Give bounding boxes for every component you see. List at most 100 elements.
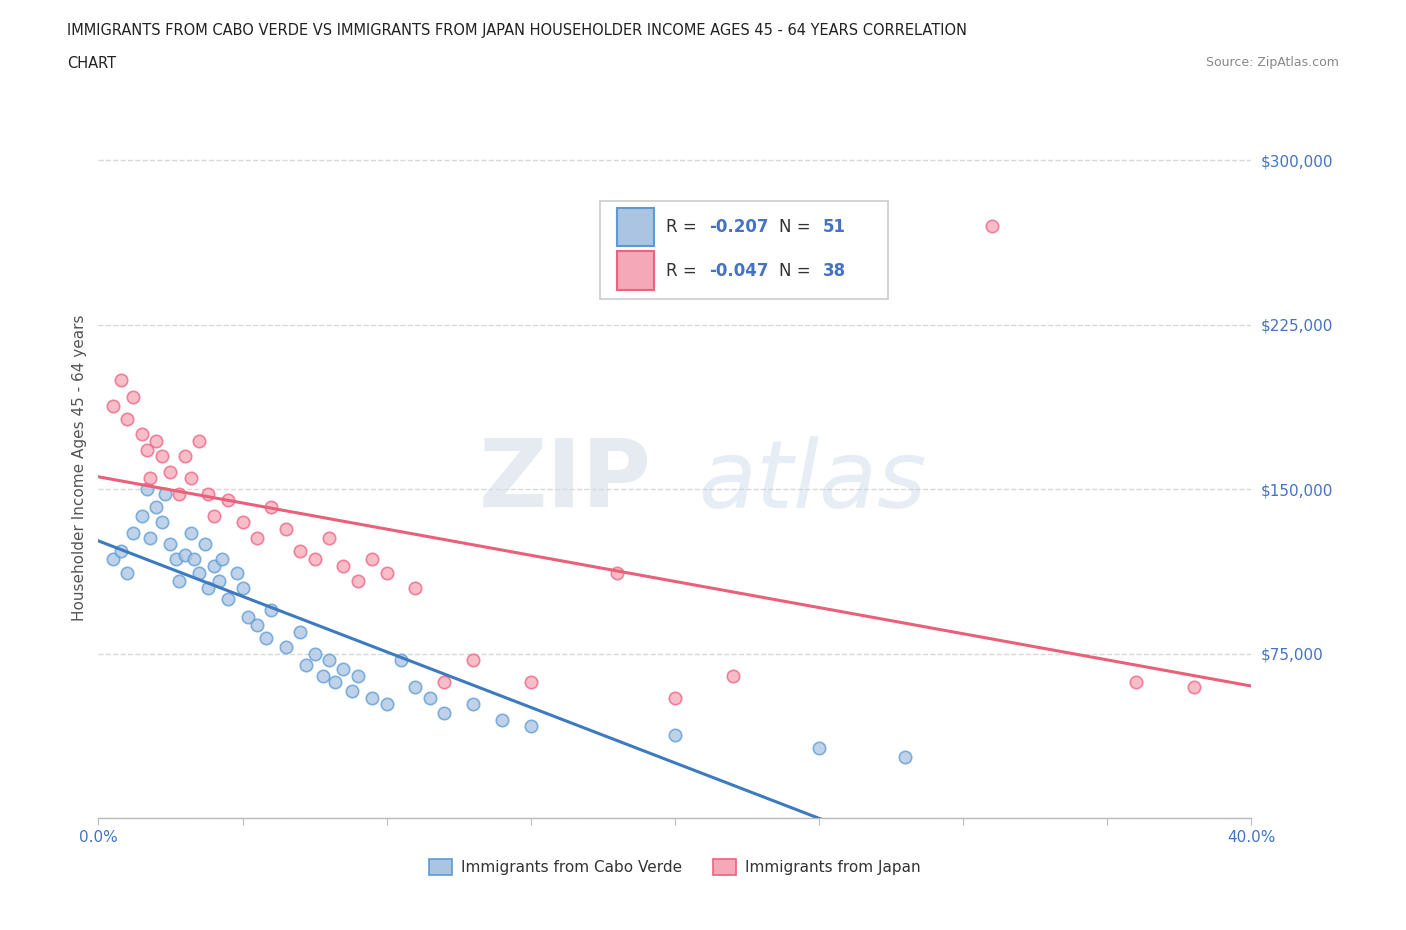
Text: R =: R =	[665, 219, 702, 236]
Point	[981, 219, 1004, 233]
Point	[260, 603, 283, 618]
Point	[117, 412, 139, 427]
Point	[131, 427, 153, 442]
Point	[491, 712, 513, 727]
Point	[180, 471, 202, 485]
Text: ZIP: ZIP	[479, 435, 652, 527]
Text: N =: N =	[779, 261, 815, 280]
Point	[159, 464, 181, 479]
Point	[110, 372, 132, 387]
Point	[389, 653, 412, 668]
Point	[461, 697, 484, 711]
Point	[419, 690, 441, 705]
Point	[150, 514, 173, 529]
Text: Source: ZipAtlas.com: Source: ZipAtlas.com	[1205, 56, 1339, 69]
Point	[174, 548, 197, 563]
Point	[167, 574, 190, 589]
Point	[1182, 679, 1205, 694]
Point	[295, 658, 318, 672]
Point	[231, 514, 254, 529]
Point	[174, 449, 197, 464]
Point	[194, 537, 217, 551]
Point	[1125, 675, 1147, 690]
Text: 51: 51	[823, 219, 845, 236]
Point	[246, 530, 269, 545]
Text: CHART: CHART	[67, 56, 117, 71]
Point	[180, 525, 202, 540]
Point	[433, 706, 456, 721]
Point	[312, 669, 335, 684]
Text: atlas: atlas	[697, 436, 927, 527]
Point	[145, 499, 167, 514]
Point	[304, 646, 326, 661]
Point	[664, 690, 686, 705]
Point	[136, 482, 159, 497]
Point	[217, 591, 239, 606]
Point	[332, 662, 354, 677]
Point	[405, 580, 427, 595]
Point	[332, 559, 354, 574]
Text: N =: N =	[779, 219, 815, 236]
Point	[208, 574, 231, 589]
FancyBboxPatch shape	[617, 208, 654, 246]
Point	[238, 609, 260, 624]
Point	[188, 565, 211, 580]
Point	[139, 471, 162, 485]
Point	[721, 669, 744, 684]
Point	[318, 530, 340, 545]
Point	[225, 565, 247, 580]
Point	[405, 679, 427, 694]
Point	[159, 537, 181, 551]
Point	[150, 449, 173, 464]
Point	[246, 618, 269, 632]
Point	[290, 624, 312, 639]
Point	[136, 443, 159, 458]
Point	[274, 522, 297, 537]
Point	[606, 565, 628, 580]
Point	[217, 493, 239, 508]
Point	[122, 390, 145, 405]
Point	[361, 552, 384, 567]
Text: R =: R =	[665, 261, 702, 280]
Point	[346, 574, 368, 589]
Point	[131, 508, 153, 523]
Legend: Immigrants from Cabo Verde, Immigrants from Japan: Immigrants from Cabo Verde, Immigrants f…	[423, 853, 927, 881]
Point	[290, 543, 312, 558]
Text: -0.047: -0.047	[710, 261, 769, 280]
Text: 38: 38	[823, 261, 845, 280]
Point	[808, 740, 831, 755]
Point	[520, 719, 543, 734]
Point	[461, 653, 484, 668]
Point	[304, 552, 326, 567]
Point	[101, 552, 124, 567]
Point	[183, 552, 205, 567]
Point	[101, 398, 124, 413]
Point	[274, 640, 297, 655]
Point	[110, 543, 132, 558]
Point	[165, 552, 187, 567]
Point	[260, 499, 283, 514]
Point	[231, 580, 254, 595]
Point	[145, 433, 167, 448]
Point	[361, 690, 384, 705]
Text: -0.207: -0.207	[710, 219, 769, 236]
Point	[117, 565, 139, 580]
Y-axis label: Householder Income Ages 45 - 64 years: Householder Income Ages 45 - 64 years	[72, 314, 87, 620]
FancyBboxPatch shape	[600, 201, 889, 299]
Point	[340, 684, 363, 698]
Point	[664, 727, 686, 742]
Point	[139, 530, 162, 545]
Point	[323, 675, 346, 690]
Point	[197, 486, 219, 501]
Point	[153, 486, 176, 501]
Point	[197, 580, 219, 595]
Text: IMMIGRANTS FROM CABO VERDE VS IMMIGRANTS FROM JAPAN HOUSEHOLDER INCOME AGES 45 -: IMMIGRANTS FROM CABO VERDE VS IMMIGRANTS…	[67, 23, 967, 38]
Point	[202, 508, 225, 523]
Point	[122, 525, 145, 540]
Point	[375, 565, 398, 580]
Point	[211, 552, 233, 567]
Point	[520, 675, 543, 690]
Point	[375, 697, 398, 711]
Point	[188, 433, 211, 448]
Point	[433, 675, 456, 690]
